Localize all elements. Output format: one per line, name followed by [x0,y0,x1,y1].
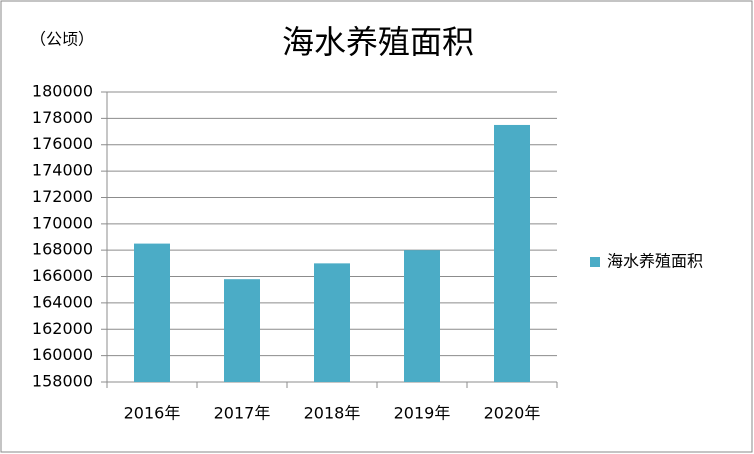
y-axis-unit: （公顷） [30,30,94,49]
y-tick-label: 164000 [32,292,93,311]
y-tick-label: 162000 [32,319,93,338]
bar [224,279,260,382]
x-tick-label: 2019年 [394,404,451,423]
chart-title: 海水养殖面积 [282,23,474,61]
bar [494,124,530,383]
y-tick-label: 166000 [32,266,93,285]
x-tick-label: 2016年 [124,404,181,423]
legend-swatch [590,257,600,267]
bar [134,243,170,382]
y-tick-label: 180000 [32,82,93,101]
bar [314,263,350,382]
y-tick-label: 178000 [32,108,93,127]
y-tick-label: 160000 [32,345,93,364]
y-tick-label: 170000 [32,213,93,232]
y-tick-label: 176000 [32,134,93,153]
bar [404,250,440,382]
x-tick-label: 2017年 [214,404,271,423]
y-tick-label: 168000 [32,240,93,259]
legend-label: 海水养殖面积 [607,252,703,271]
y-tick-label: 158000 [32,372,93,391]
y-tick-label: 174000 [32,161,93,180]
y-tick-label: 172000 [32,187,93,206]
x-tick-label: 2018年 [304,404,361,423]
x-tick-label: 2020年 [484,404,541,423]
